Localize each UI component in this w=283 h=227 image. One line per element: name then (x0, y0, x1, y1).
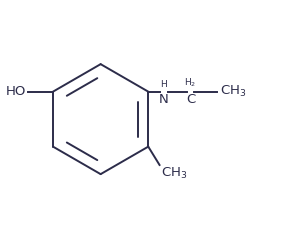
Text: H: H (160, 80, 167, 89)
Text: H$_2$: H$_2$ (185, 77, 197, 89)
Text: CH$_3$: CH$_3$ (161, 166, 187, 181)
Text: C: C (186, 93, 195, 106)
Text: CH$_3$: CH$_3$ (220, 84, 246, 99)
Text: HO: HO (6, 85, 26, 98)
Text: N: N (159, 93, 169, 106)
